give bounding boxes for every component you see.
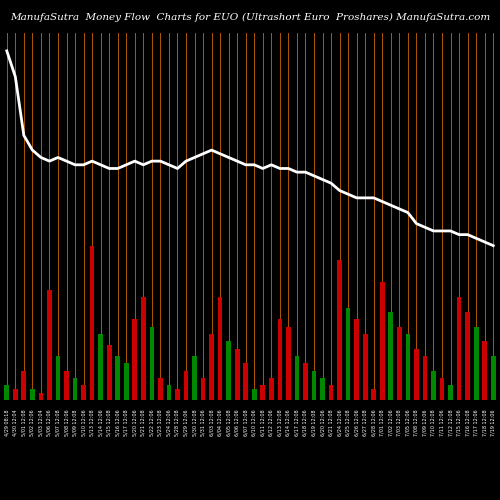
Bar — [47, 290, 52, 400]
Bar — [328, 386, 334, 400]
Text: (Ultrashort Euro  Proshares) ManufaSutra.com: (Ultrashort Euro Proshares) ManufaSutra.… — [242, 12, 490, 22]
Bar — [124, 363, 128, 400]
Bar — [64, 370, 69, 400]
Bar — [380, 282, 384, 400]
Bar — [346, 308, 350, 400]
Bar — [474, 326, 478, 400]
Bar — [397, 326, 402, 400]
Bar — [235, 348, 240, 400]
Bar — [456, 297, 462, 400]
Bar — [81, 386, 86, 400]
Bar — [56, 356, 60, 400]
Bar — [312, 370, 316, 400]
Bar — [294, 356, 300, 400]
Bar — [226, 341, 231, 400]
Bar — [372, 389, 376, 400]
Bar — [98, 334, 103, 400]
Bar — [166, 386, 172, 400]
Bar — [90, 246, 94, 400]
Bar — [482, 341, 487, 400]
Bar — [260, 386, 265, 400]
Bar — [72, 378, 78, 400]
Bar — [491, 356, 496, 400]
Bar — [406, 334, 410, 400]
Text: ManufaSutra  Money Flow  Charts for EUO: ManufaSutra Money Flow Charts for EUO — [10, 12, 238, 22]
Bar — [252, 389, 256, 400]
Bar — [422, 356, 428, 400]
Bar — [218, 297, 222, 400]
Bar — [388, 312, 393, 400]
Bar — [107, 345, 112, 400]
Bar — [466, 312, 470, 400]
Bar — [209, 334, 214, 400]
Bar — [4, 386, 9, 400]
Bar — [431, 370, 436, 400]
Bar — [175, 389, 180, 400]
Bar — [38, 392, 44, 400]
Bar — [244, 363, 248, 400]
Bar — [320, 378, 325, 400]
Bar — [363, 334, 368, 400]
Bar — [141, 297, 146, 400]
Bar — [440, 378, 444, 400]
Bar — [158, 378, 162, 400]
Bar — [414, 348, 419, 400]
Bar — [286, 326, 291, 400]
Bar — [184, 370, 188, 400]
Bar — [354, 319, 359, 400]
Bar — [192, 356, 197, 400]
Bar — [22, 370, 26, 400]
Bar — [132, 319, 137, 400]
Bar — [338, 260, 342, 400]
Bar — [150, 326, 154, 400]
Bar — [30, 389, 34, 400]
Bar — [278, 319, 282, 400]
Bar — [303, 363, 308, 400]
Bar — [13, 389, 18, 400]
Bar — [269, 378, 274, 400]
Bar — [200, 378, 205, 400]
Bar — [448, 386, 453, 400]
Bar — [116, 356, 120, 400]
